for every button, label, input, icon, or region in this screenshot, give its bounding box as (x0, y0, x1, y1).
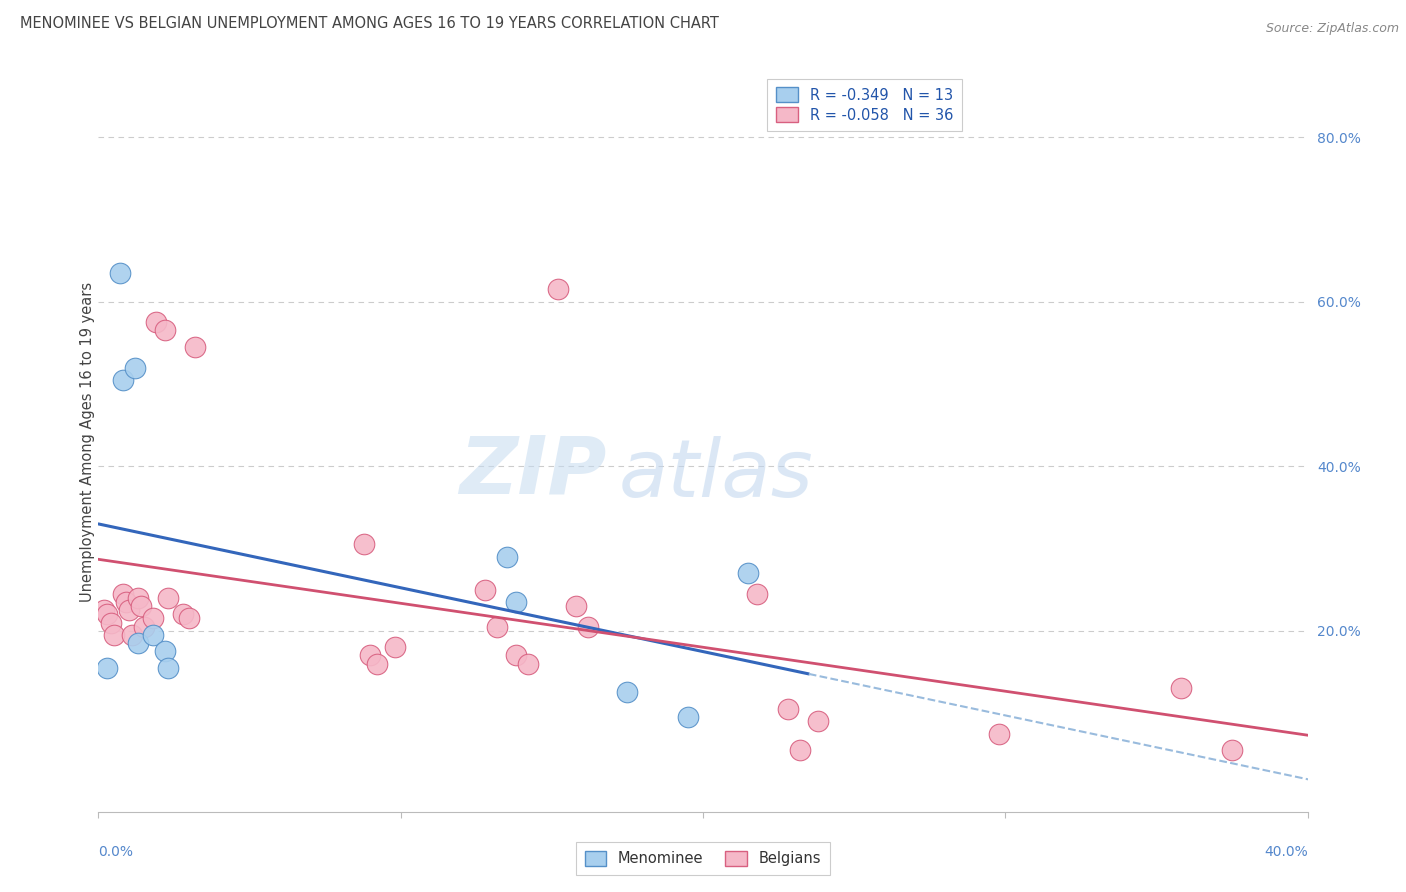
Point (807, 714, 830, 729)
Point (127, 636, 149, 650)
Point (111, 373, 134, 387)
Point (129, 599, 152, 613)
Point (156, 661, 179, 675)
Point (576, 619, 599, 633)
Point (737, 566, 759, 581)
Point (789, 743, 811, 757)
Point (495, 549, 517, 564)
Point (776, 702, 799, 716)
Point (100, 615, 122, 630)
Point (142, 628, 165, 642)
Point (121, 628, 143, 642)
Point (118, 603, 141, 617)
Text: Source: ZipAtlas.com: Source: ZipAtlas.com (1265, 22, 1399, 36)
Point (179, 611, 201, 625)
Y-axis label: Unemployment Among Ages 16 to 19 years: Unemployment Among Ages 16 to 19 years (80, 282, 94, 601)
Point (114, 595, 136, 609)
Point (1170, 681, 1192, 696)
Point (153, 644, 176, 658)
Point (360, 648, 382, 663)
Point (547, 282, 569, 296)
Point (516, 657, 538, 671)
Legend: Menominee, Belgians: Menominee, Belgians (576, 842, 830, 875)
Point (988, 726, 1011, 740)
Point (153, 324, 176, 338)
Point (505, 595, 527, 609)
Text: 40.0%: 40.0% (1264, 845, 1308, 859)
Point (132, 619, 155, 633)
Point (184, 340, 207, 354)
Text: atlas: atlas (619, 436, 813, 514)
Point (616, 685, 638, 699)
Text: ZIP: ZIP (458, 432, 606, 510)
Point (127, 591, 149, 605)
Point (1220, 743, 1243, 757)
Point (172, 607, 194, 622)
Point (142, 611, 165, 625)
Point (384, 640, 406, 655)
Point (366, 657, 388, 671)
Point (486, 619, 509, 633)
Point (103, 628, 125, 642)
Point (747, 587, 769, 601)
Point (505, 648, 527, 663)
Point (124, 360, 146, 375)
Point (108, 266, 131, 280)
Text: MENOMINEE VS BELGIAN UNEMPLOYMENT AMONG AGES 16 TO 19 YEARS CORRELATION CHART: MENOMINEE VS BELGIAN UNEMPLOYMENT AMONG … (20, 16, 718, 30)
Point (565, 599, 588, 613)
Text: 0.0%: 0.0% (98, 845, 134, 859)
Point (96, 607, 118, 622)
Point (145, 315, 167, 329)
Point (111, 587, 134, 601)
Point (353, 537, 375, 551)
Point (676, 710, 699, 724)
Point (474, 582, 496, 597)
Point (156, 591, 179, 605)
Point (96, 661, 118, 675)
Point (93, 603, 115, 617)
